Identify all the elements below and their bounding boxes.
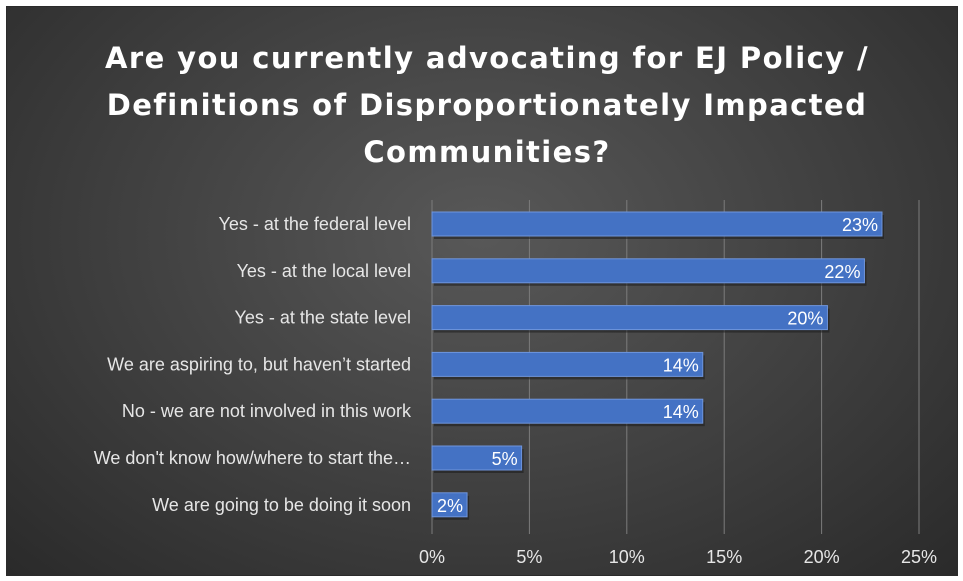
x-tick-label: 25%	[901, 547, 937, 567]
x-tick-label: 0%	[419, 547, 445, 567]
category-label: No - we are not involved in this work	[122, 401, 412, 421]
data-label: 23%	[842, 215, 878, 235]
data-label: 20%	[787, 309, 823, 329]
category-label: Yes - at the local level	[237, 261, 411, 281]
category-label: We are aspiring to, but haven’t started	[107, 354, 411, 374]
chart-area: Are you currently advocating for EJ Poli…	[7, 7, 957, 575]
x-tick-label: 10%	[609, 547, 645, 567]
x-tick-label: 5%	[516, 547, 542, 567]
data-label: 2%	[437, 496, 463, 516]
bars	[431, 211, 884, 520]
plot-area: 0% 5% 10% 15% 20% 25% Yes - at the federal lev…	[94, 200, 937, 567]
category-label: We don't know how/where to start the…	[94, 448, 411, 468]
chart-title: Are you currently advocating for EJ Poli…	[105, 41, 869, 169]
data-label: 14%	[663, 355, 699, 375]
bar	[431, 258, 865, 284]
bar	[431, 398, 704, 424]
x-tick-label: 20%	[804, 547, 840, 567]
bar	[431, 305, 828, 331]
labels: 0% 5% 10% 15% 20% 25% Yes - at the federal lev…	[94, 214, 937, 567]
bar	[431, 351, 704, 377]
category-label: Yes - at the federal level	[219, 214, 411, 234]
x-tick-label: 15%	[706, 547, 742, 567]
bar	[431, 211, 883, 237]
data-label: 5%	[492, 449, 518, 469]
bar	[431, 445, 523, 471]
data-label: 14%	[663, 402, 699, 422]
category-label: We are going to be doing it soon	[152, 495, 411, 515]
bar	[431, 492, 468, 518]
category-label: Yes - at the state level	[235, 308, 411, 328]
gridlines	[431, 200, 920, 534]
data-label: 22%	[824, 262, 860, 282]
